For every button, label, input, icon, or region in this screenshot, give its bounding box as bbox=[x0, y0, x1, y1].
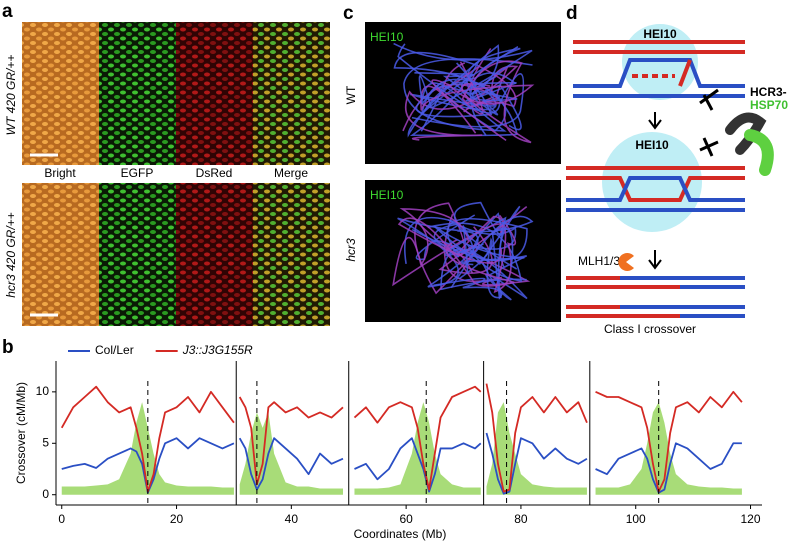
genotype-label: WT bbox=[344, 85, 358, 104]
legend-label: Col/Ler bbox=[95, 343, 134, 357]
chromatid bbox=[620, 305, 745, 318]
arrow bbox=[648, 250, 662, 270]
micrograph bbox=[99, 183, 176, 326]
inhibitor-label: HCR3- bbox=[750, 85, 787, 99]
chromosome-strand bbox=[465, 75, 522, 131]
micrograph bbox=[99, 22, 176, 165]
x-axis-title: Coordinates (Mb) bbox=[354, 527, 447, 541]
arrow bbox=[648, 112, 662, 130]
stain-label: HEI10 bbox=[370, 188, 404, 202]
chromosome-strand bbox=[397, 215, 534, 289]
y-tick-label: 0 bbox=[42, 487, 49, 501]
x-tick-label: 40 bbox=[285, 512, 299, 526]
panel-label: a bbox=[2, 1, 13, 22]
y-tick-label: 10 bbox=[36, 384, 50, 398]
legend-label: J3::J3G155R bbox=[182, 343, 253, 357]
x-tick-label: 120 bbox=[741, 512, 761, 526]
x-tick-label: 60 bbox=[399, 512, 413, 526]
y-tick-label: 5 bbox=[42, 435, 49, 449]
genotype-label: hcr3 bbox=[344, 238, 358, 262]
micrograph bbox=[253, 183, 330, 326]
panel-d: d HEI10 HEI10 HCR3- HSP70 MLH1/3 Class I… bbox=[566, 3, 788, 336]
chromosome-strand bbox=[392, 208, 504, 287]
panel-c: c HEI10 HEI10 WT hcr3 bbox=[343, 3, 561, 322]
row-label: hcr3 420 GR/++ bbox=[4, 212, 18, 297]
inhibitor-label: HSP70 bbox=[750, 98, 788, 112]
micrograph bbox=[22, 22, 99, 165]
panel-label: b bbox=[2, 337, 14, 358]
focus bbox=[602, 132, 702, 232]
hcr3-icon bbox=[725, 112, 767, 155]
focus-label: HEI10 bbox=[643, 27, 677, 41]
panel-b: b Crossover (cM/Mb) Coordinates (Mb) 0 5 1… bbox=[2, 337, 762, 541]
chromosome-strand bbox=[434, 225, 525, 274]
micrograph bbox=[176, 183, 253, 326]
chromosome-strand bbox=[393, 42, 533, 132]
micrograph bbox=[253, 22, 330, 165]
x-tick-label: 20 bbox=[170, 512, 184, 526]
resolvase-label: MLH1/3 bbox=[578, 254, 620, 268]
micrograph bbox=[22, 183, 99, 326]
x-tick-label: 80 bbox=[514, 512, 528, 526]
x-tick-label: 0 bbox=[58, 512, 65, 526]
area bbox=[61, 402, 742, 495]
outcome-label: Class I crossover bbox=[604, 322, 696, 336]
y-axis-title: Crossover (cM/Mb) bbox=[14, 382, 28, 484]
chromosome-strand bbox=[404, 65, 519, 141]
micrograph bbox=[176, 22, 253, 165]
chromatid bbox=[573, 58, 745, 98]
row-label: WT 420 GR/++ bbox=[4, 55, 18, 136]
mlh-icon bbox=[618, 253, 634, 271]
panel-a: a WT 420 GR/++ hcr3 420 GR/++ Bright EGF… bbox=[2, 1, 330, 326]
stain-label: HEI10 bbox=[370, 30, 404, 44]
column-label: DsRed bbox=[196, 166, 233, 180]
inhibition bbox=[699, 88, 719, 111]
hsp70-icon bbox=[744, 129, 774, 176]
chromatid bbox=[573, 40, 745, 54]
column-label: EGFP bbox=[121, 166, 154, 180]
chromatid bbox=[678, 59, 692, 87]
inhibition bbox=[699, 137, 719, 157]
column-label: Bright bbox=[44, 166, 76, 180]
focus-label: HEI10 bbox=[635, 138, 669, 152]
chromosome-strand bbox=[433, 227, 514, 300]
chromatid bbox=[566, 166, 745, 202]
panel-label: d bbox=[566, 3, 578, 24]
chromatid bbox=[566, 176, 745, 212]
column-label: Merge bbox=[274, 166, 308, 180]
x-tick-label: 100 bbox=[626, 512, 646, 526]
chromatid bbox=[566, 276, 745, 318]
panel-label: c bbox=[343, 3, 354, 24]
